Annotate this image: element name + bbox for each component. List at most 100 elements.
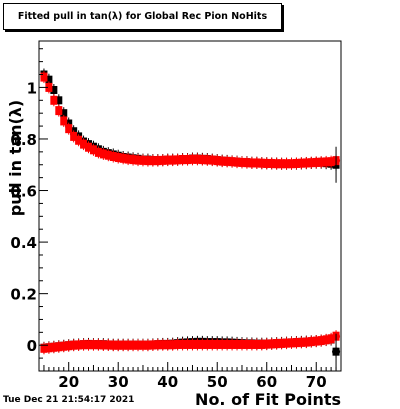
- data-point: [139, 340, 147, 350]
- data-point: [109, 340, 117, 350]
- data-point: [144, 340, 152, 350]
- data-point: [154, 340, 162, 350]
- data-point: [94, 147, 102, 157]
- series-3: [40, 330, 340, 355]
- data-point: [134, 155, 142, 165]
- data-point: [55, 106, 63, 116]
- data-point: [75, 135, 83, 145]
- data-point: [80, 139, 88, 149]
- data-point: [248, 339, 256, 349]
- data-point: [213, 339, 221, 349]
- data-point: [287, 338, 295, 348]
- data-point: [45, 82, 53, 92]
- data-point: [317, 157, 325, 167]
- data-point: [60, 341, 68, 351]
- y-axis-label: pull in tan(λ): [6, 100, 25, 216]
- data-point: [60, 116, 68, 126]
- data-point: [134, 340, 142, 350]
- x-tick-label: 20: [58, 373, 79, 391]
- data-point: [307, 158, 315, 168]
- data-point: [193, 339, 201, 349]
- data-point: [75, 340, 83, 350]
- data-point: [312, 336, 320, 346]
- data-point: [273, 339, 281, 349]
- data-point: [179, 155, 187, 165]
- data-point: [50, 85, 58, 94]
- y-tick-label: 0.8: [10, 131, 37, 149]
- data-point: [50, 95, 58, 105]
- data-point: [253, 339, 261, 349]
- data-point: [174, 339, 182, 349]
- data-point: [99, 340, 107, 350]
- data-point: [238, 339, 246, 349]
- y-tick-label: 0: [27, 337, 37, 355]
- data-point: [198, 155, 206, 165]
- data-point: [302, 337, 310, 347]
- data-point: [129, 340, 137, 350]
- data-point: [233, 339, 241, 349]
- data-point: [65, 124, 73, 134]
- data-point: [223, 156, 231, 166]
- data-point: [188, 339, 196, 349]
- data-point: [149, 340, 157, 350]
- data-point: [154, 156, 162, 166]
- data-point: [45, 343, 53, 353]
- data-point: [55, 96, 63, 105]
- data-point: [50, 342, 58, 352]
- plot-title-box: Fitted pull in tan(λ) for Global Rec Pio…: [3, 3, 282, 30]
- data-point: [208, 339, 216, 349]
- data-point: [85, 142, 93, 152]
- data-point: [89, 145, 97, 155]
- data-point: [233, 157, 241, 167]
- data-point: [287, 159, 295, 169]
- data-point: [89, 340, 97, 350]
- data-point: [322, 335, 330, 345]
- x-tick-label: 70: [306, 373, 327, 391]
- data-point: [159, 155, 167, 165]
- series-1: [40, 71, 340, 170]
- data-point: [198, 339, 206, 349]
- data-point: [70, 340, 78, 350]
- chart-marks: [40, 68, 341, 370]
- data-point: [94, 340, 102, 350]
- data-point: [307, 337, 315, 347]
- data-point: [85, 340, 93, 350]
- data-point: [218, 339, 226, 349]
- data-point: [188, 154, 196, 164]
- plot-frame: [38, 40, 342, 372]
- data-point: [263, 339, 271, 349]
- data-point: [327, 334, 335, 344]
- data-point: [124, 340, 132, 350]
- data-point: [169, 155, 177, 165]
- x-tick-label: 60: [256, 373, 277, 391]
- data-point: [184, 155, 192, 165]
- data-point: [302, 158, 310, 168]
- data-point: [268, 339, 276, 349]
- x-axis-label: No. of Fit Points: [195, 390, 341, 409]
- y-tick-label: 0.2: [10, 286, 37, 304]
- data-point: [317, 336, 325, 346]
- x-tick-label: 40: [157, 373, 178, 391]
- data-point: [218, 156, 226, 166]
- data-point: [243, 339, 251, 349]
- x-tick-label: 30: [108, 373, 129, 391]
- data-point: [228, 339, 236, 349]
- data-point: [292, 158, 300, 168]
- data-point: [184, 339, 192, 349]
- data-point: [60, 109, 68, 118]
- data-point: [297, 158, 305, 168]
- data-point: [55, 342, 63, 352]
- data-point: [228, 157, 236, 167]
- axis-ticks: 20 30 40 50 60 70 0 0.2 0.4 0.6 0.8 1: [10, 48, 342, 391]
- data-point: [114, 153, 122, 163]
- data-point: [65, 341, 73, 351]
- data-point: [203, 339, 211, 349]
- data-point: [283, 159, 291, 169]
- data-point: [159, 340, 167, 350]
- data-point: [263, 158, 271, 168]
- data-point: [193, 154, 201, 164]
- data-point: [149, 156, 157, 166]
- plot-title: Fitted pull in tan(λ) for Global Rec Pio…: [17, 11, 268, 22]
- data-point: [203, 155, 211, 165]
